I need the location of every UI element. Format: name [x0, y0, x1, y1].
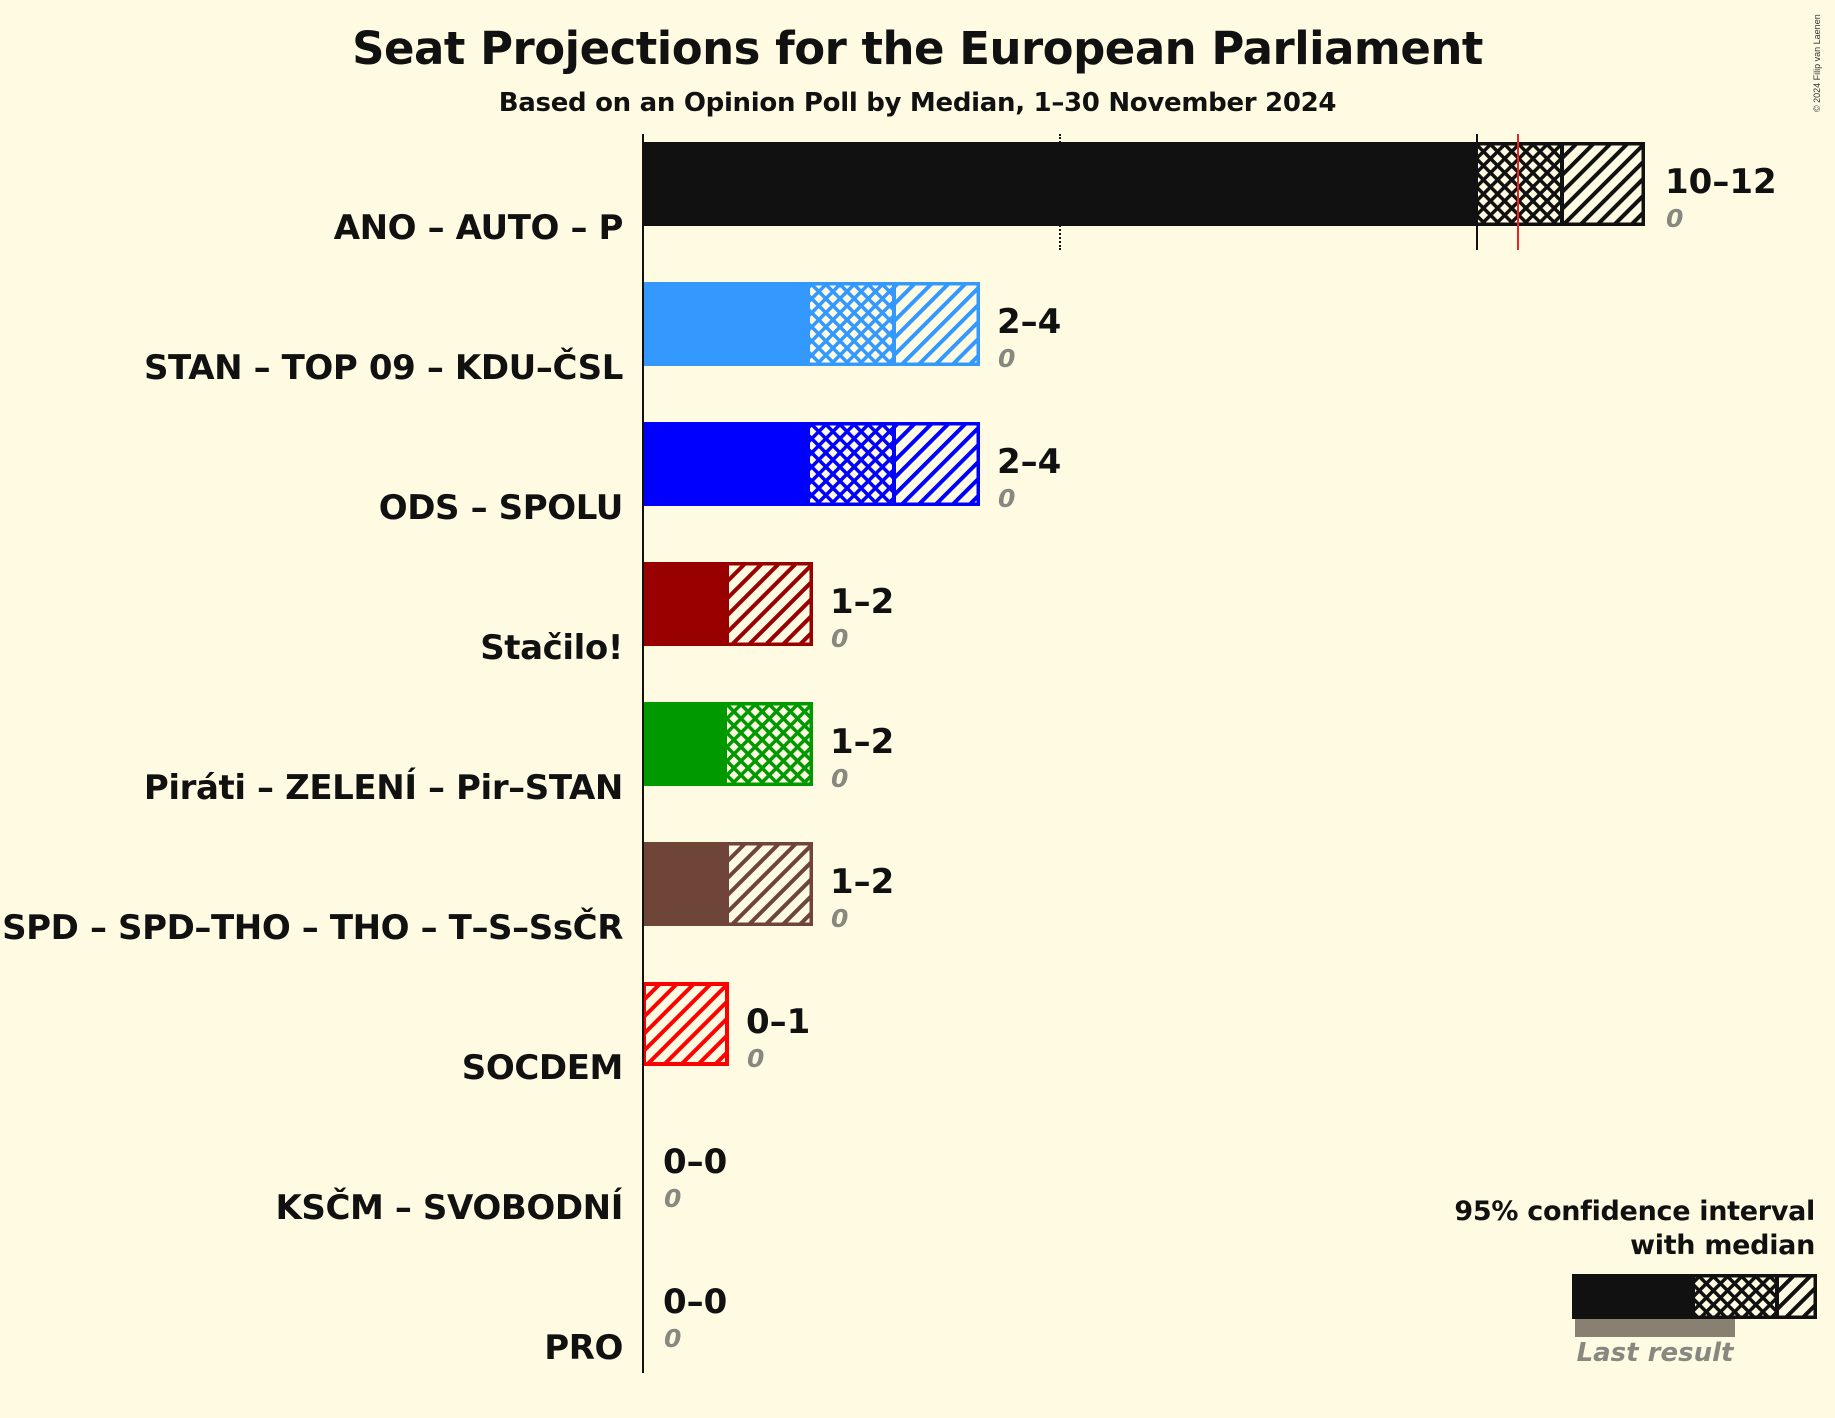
party-label: SPD – SPD–THO – THO – T–S–SsČR [2, 908, 623, 948]
party-label: ANO – AUTO – P [333, 208, 624, 248]
bar-ano-graphic [641, 141, 1646, 227]
bar-socdem-graphic [642, 982, 729, 1066]
party-label: ODS – SPOLU [378, 488, 624, 528]
range-label: 10–12 [1665, 162, 1777, 202]
chart-subtitle: Based on an Opinion Poll by Median, 1–30… [498, 88, 1337, 118]
chart-row-kscm: KSČM – SVOBODNÍ 0–0 0 [0, 1114, 1835, 1254]
range-label: 1–2 [830, 722, 895, 762]
party-label: Piráti – ZELENÍ – Pir–STAN [143, 768, 624, 808]
range-label: 0–0 [663, 1282, 728, 1322]
party-label: SOCDEM [461, 1048, 624, 1088]
chart-row-ods: ODS – SPOLU 2–4 0 [0, 414, 1835, 554]
last-result-label: 0 [1666, 204, 1684, 233]
bar-stacilo-graphic [641, 561, 814, 647]
median-marker [1476, 134, 1478, 250]
range-label: 2–4 [997, 442, 1062, 482]
last-result-label: 0 [664, 1324, 682, 1353]
chart-row-socdem: SOCDEM 0–1 0 [0, 974, 1835, 1114]
chart-row-pirati: Piráti – ZELENÍ – Pir–STAN 1–2 0 [0, 694, 1835, 834]
range-label: 1–2 [830, 862, 895, 902]
legend-title: 95% confidence interval with median [1454, 1195, 1815, 1263]
bar-pirati [641, 701, 814, 787]
last-result-label: 0 [998, 344, 1016, 373]
y-axis-line [642, 134, 644, 1373]
last-result-marker [1517, 134, 1519, 250]
last-result-label: 0 [747, 1044, 765, 1073]
bar-socdem [642, 982, 729, 1066]
last-result-label: 0 [998, 484, 1016, 513]
bar-spd [641, 841, 814, 927]
bar-stan-graphic [641, 281, 981, 367]
range-label: 0–1 [746, 1002, 811, 1042]
chart-row-ano: ANO – AUTO – P 10–12 0 [0, 134, 1835, 274]
legend-last-result-bar [1575, 1319, 1735, 1337]
bar-spd-graphic [641, 841, 814, 927]
bar-stacilo [641, 561, 814, 647]
last-result-label: 0 [831, 764, 849, 793]
bar-pirati-graphic [641, 701, 814, 787]
bar-stan [641, 281, 981, 367]
last-result-label: 0 [831, 624, 849, 653]
range-label: 1–2 [830, 582, 895, 622]
range-label: 0–0 [663, 1142, 728, 1182]
bar-ods [641, 421, 981, 507]
last-result-label: 0 [664, 1184, 682, 1213]
party-label: STAN – TOP 09 – KDU–ČSL [143, 348, 623, 388]
chart-row-stacilo: Stačilo! 1–2 0 [0, 554, 1835, 694]
last-result-label: 0 [831, 904, 849, 933]
party-label: KSČM – SVOBODNÍ [275, 1188, 623, 1228]
legend-ci-bar [1571, 1273, 1818, 1320]
legend-last-result-label: Last result [1576, 1338, 1734, 1368]
chart-row-stan: STAN – TOP 09 – KDU–ČSL 2–4 0 [0, 274, 1835, 414]
copyright: © 2024 Filip van Laenen [1812, 14, 1822, 112]
range-label: 2–4 [997, 302, 1062, 342]
chart-row-spd: SPD – SPD–THO – THO – T–S–SsČR 1–2 0 [0, 834, 1835, 974]
party-label: Stačilo! [480, 628, 623, 668]
legend-title-line1: 95% confidence interval [1454, 1196, 1815, 1227]
chart-row-pro: PRO 0–0 0 [0, 1254, 1835, 1394]
party-label: PRO [544, 1328, 623, 1368]
chart-title: Seat Projections for the European Parlia… [352, 22, 1483, 75]
legend-ci-graphic [1571, 1273, 1818, 1320]
bar-ods-graphic [641, 421, 981, 507]
bar-ano [641, 141, 1646, 227]
legend-title-line2: with median [1630, 1230, 1815, 1261]
